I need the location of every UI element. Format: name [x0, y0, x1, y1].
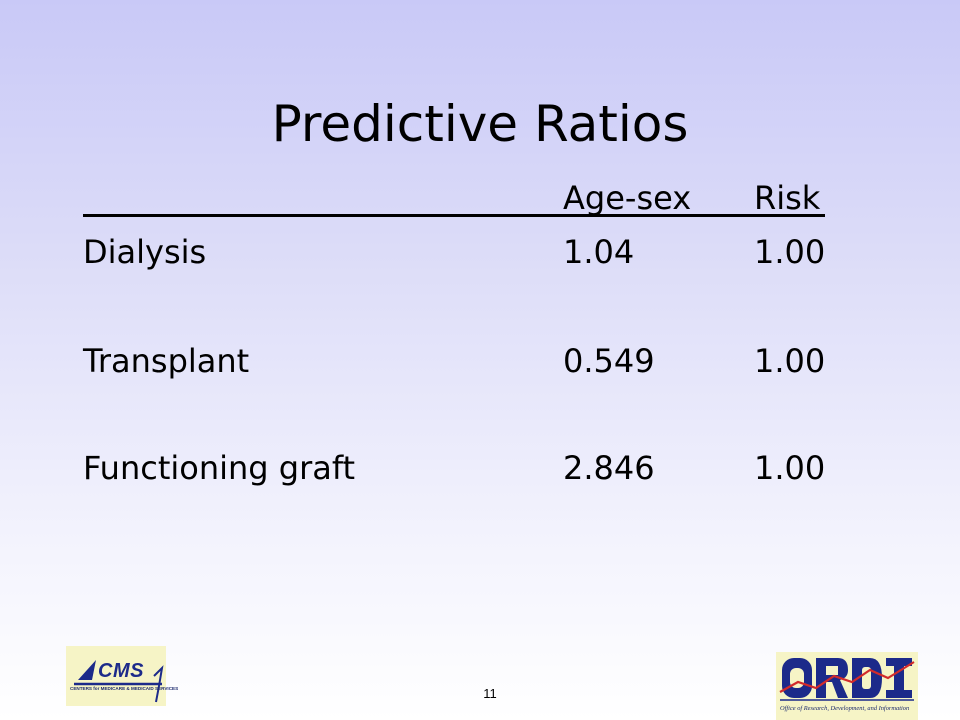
row-age-sex-dialysis: 1.04 — [563, 233, 635, 271]
column-header-risk: Risk — [754, 179, 821, 217]
cms-logo — [66, 646, 166, 706]
row-risk-functioning-graft: 1.00 — [754, 449, 826, 487]
header-underline — [83, 214, 825, 217]
cms-wordmark: CMS — [98, 660, 144, 682]
ordi-caption: Office of Research, Development, and Inf… — [780, 705, 910, 712]
row-label-transplant: Transplant — [83, 342, 250, 380]
row-age-sex-functioning-graft: 2.846 — [563, 449, 655, 487]
row-label-functioning-graft: Functioning graft — [83, 449, 356, 487]
row-risk-transplant: 1.00 — [754, 342, 826, 380]
row-label-dialysis: Dialysis — [83, 233, 207, 271]
row-age-sex-transplant: 0.549 — [563, 342, 655, 380]
row-risk-dialysis: 1.00 — [754, 233, 826, 271]
page-number: 11 — [483, 686, 497, 701]
column-header-age-sex: Age-sex — [563, 179, 692, 217]
ordi-logo-graphic — [779, 658, 915, 701]
cms-logo-graphic — [74, 660, 164, 703]
cms-caption: CENTERS for MEDICARE & MEDICAID SERVICES — [70, 686, 179, 691]
slide-title: Predictive Ratios — [271, 95, 689, 153]
ordi-logo — [776, 652, 918, 720]
